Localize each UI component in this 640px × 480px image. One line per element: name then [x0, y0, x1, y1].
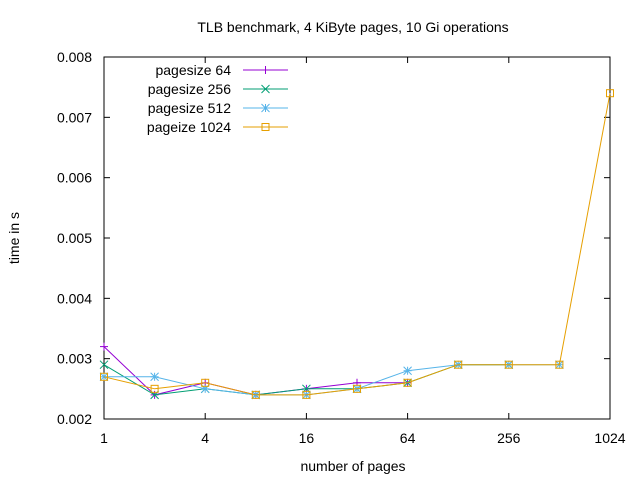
y-tick-label: 0.005	[57, 230, 92, 246]
data-point	[100, 342, 108, 351]
legend: pagesize 64 pagesize 256 pagesize 512 pagei…	[147, 62, 288, 135]
legend-item: pagesize 64	[155, 62, 288, 78]
legend-label: pagesize 512	[148, 100, 232, 116]
legend-label: pagesize 64	[155, 62, 231, 78]
series-layer	[99, 89, 614, 400]
x-tick-label: 256	[497, 430, 521, 446]
y-axis-label: time in s	[6, 212, 22, 264]
x-tick-label: 1024	[594, 430, 625, 446]
legend-item: pagesize 256	[148, 81, 288, 97]
data-point	[251, 390, 260, 399]
data-point	[201, 378, 210, 387]
y-tick-label: 0.003	[57, 351, 92, 367]
y-tick-label: 0.008	[57, 49, 92, 65]
legend-label: pageize 1024	[147, 119, 231, 135]
data-point	[261, 66, 270, 74]
y-tick-label: 0.007	[57, 109, 92, 125]
data-point	[100, 372, 108, 381]
legend-item: pageize 1024	[147, 119, 288, 135]
legend-label: pagesize 256	[148, 81, 232, 97]
data-point	[99, 372, 109, 382]
x-tick-label: 1	[100, 430, 108, 446]
x-tick-label: 16	[299, 430, 315, 446]
series	[100, 89, 614, 399]
data-point	[353, 384, 361, 393]
data-point	[606, 89, 614, 98]
x-axis-label: number of pages	[300, 458, 405, 474]
chart-title: TLB benchmark, 4 KiByte pages, 10 Gi ope…	[197, 19, 508, 35]
data-point	[261, 103, 270, 113]
data-point	[150, 372, 159, 382]
data-point	[555, 360, 564, 369]
data-point	[454, 360, 463, 369]
y-tick-label: 0.002	[57, 411, 92, 427]
y-tick-label: 0.006	[57, 170, 92, 186]
y-axis: 0.002 0.003 0.004 0.005 0.006 0.007 0.008	[57, 49, 610, 427]
legend-item: pagesize 512	[148, 100, 288, 116]
y-tick-label: 0.004	[57, 290, 92, 306]
data-point	[302, 390, 311, 399]
x-axis: 1 4 16 64 256 1024	[100, 57, 626, 446]
x-tick-label: 64	[400, 430, 416, 446]
data-point	[261, 123, 270, 131]
series-line	[103, 93, 611, 396]
data-point	[99, 360, 109, 370]
data-point	[403, 366, 412, 376]
data-point	[504, 360, 513, 369]
x-tick-label: 4	[201, 430, 209, 446]
data-point	[403, 378, 412, 387]
data-point	[150, 384, 159, 393]
data-point	[261, 84, 270, 94]
